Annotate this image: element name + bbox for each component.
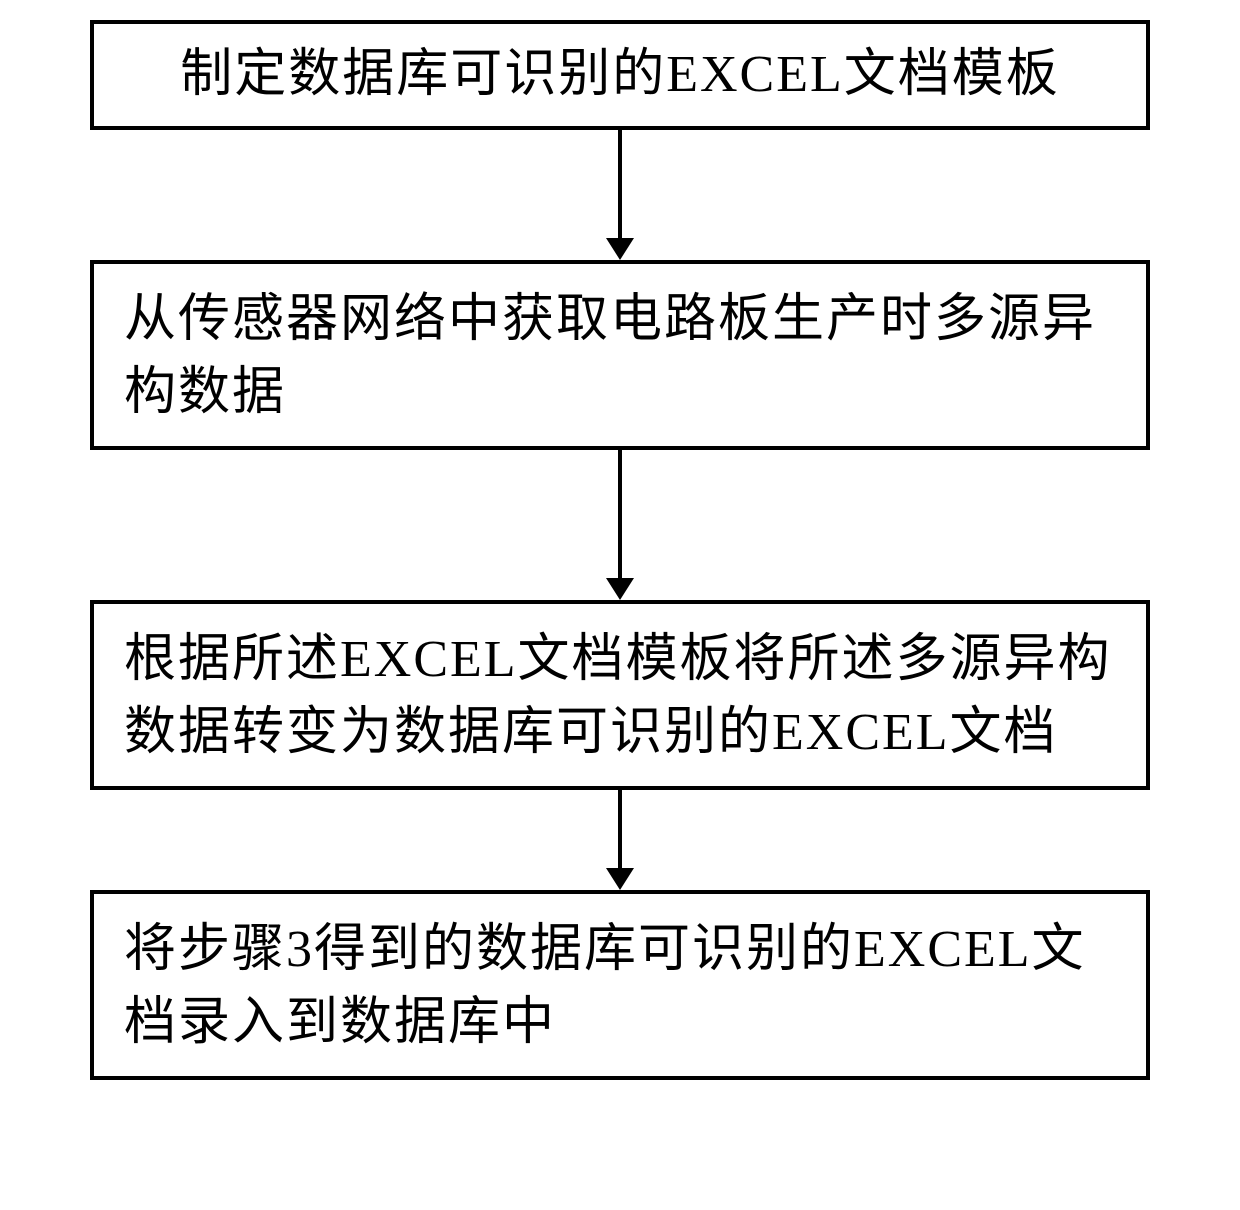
arrow-2-head — [606, 578, 634, 600]
step-2-text: 从传感器网络中获取电路板生产时多源异构数据 — [124, 284, 1116, 430]
arrow-2-line — [618, 450, 622, 578]
step-4-text: 将步骤3得到的数据库可识别的EXCEL文档录入到数据库中 — [124, 914, 1116, 1060]
arrow-3-line — [618, 790, 622, 868]
arrow-3 — [606, 790, 634, 890]
arrow-1 — [606, 130, 634, 260]
arrow-1-line — [618, 130, 622, 238]
flowchart-step-2: 从传感器网络中获取电路板生产时多源异构数据 — [90, 260, 1150, 450]
flowchart-step-3: 根据所述EXCEL文档模板将所述多源异构数据转变为数据库可识别的EXCEL文档 — [90, 600, 1150, 790]
step-1-text: 制定数据库可识别的EXCEL文档模板 — [124, 39, 1116, 112]
flowchart-step-4: 将步骤3得到的数据库可识别的EXCEL文档录入到数据库中 — [90, 890, 1150, 1080]
step-3-text: 根据所述EXCEL文档模板将所述多源异构数据转变为数据库可识别的EXCEL文档 — [124, 624, 1116, 770]
flowchart-container: 制定数据库可识别的EXCEL文档模板 从传感器网络中获取电路板生产时多源异构数据… — [20, 20, 1220, 1080]
arrow-1-head — [606, 238, 634, 260]
arrow-2 — [606, 450, 634, 600]
flowchart-step-1: 制定数据库可识别的EXCEL文档模板 — [90, 20, 1150, 130]
arrow-3-head — [606, 868, 634, 890]
